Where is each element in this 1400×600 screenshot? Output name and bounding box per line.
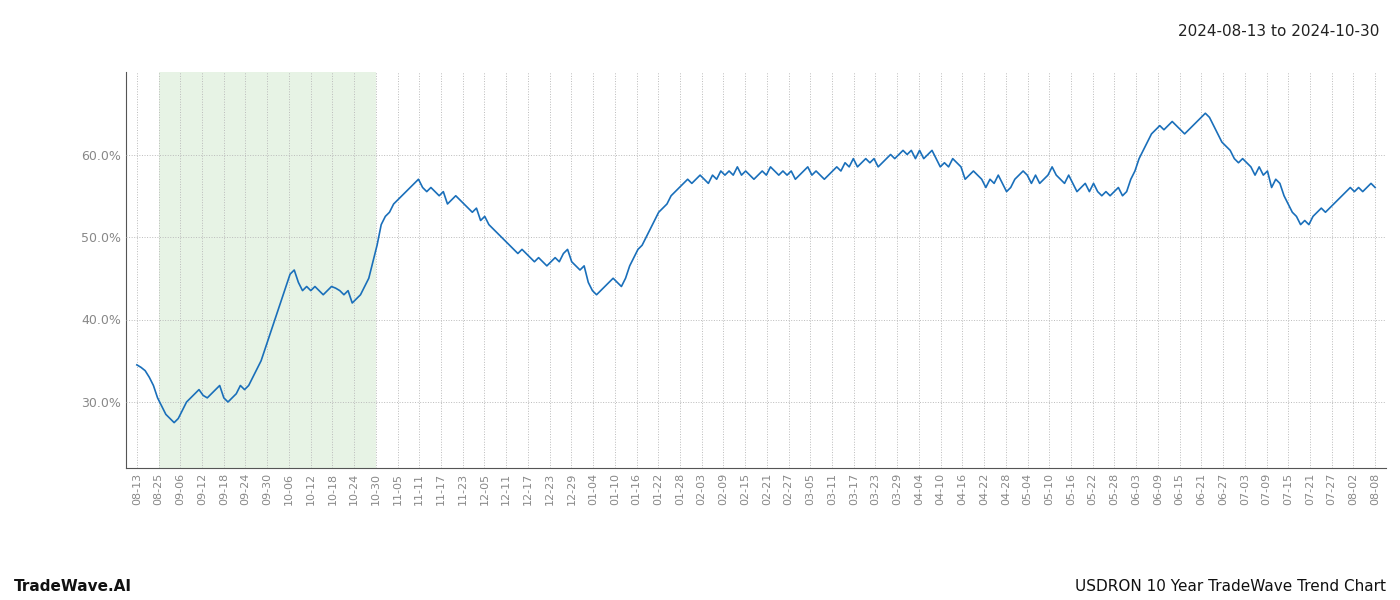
Text: TradeWave.AI: TradeWave.AI xyxy=(14,579,132,594)
Text: 2024-08-13 to 2024-10-30: 2024-08-13 to 2024-10-30 xyxy=(1177,24,1379,39)
Text: USDRON 10 Year TradeWave Trend Chart: USDRON 10 Year TradeWave Trend Chart xyxy=(1075,579,1386,594)
Bar xyxy=(158,72,375,468)
